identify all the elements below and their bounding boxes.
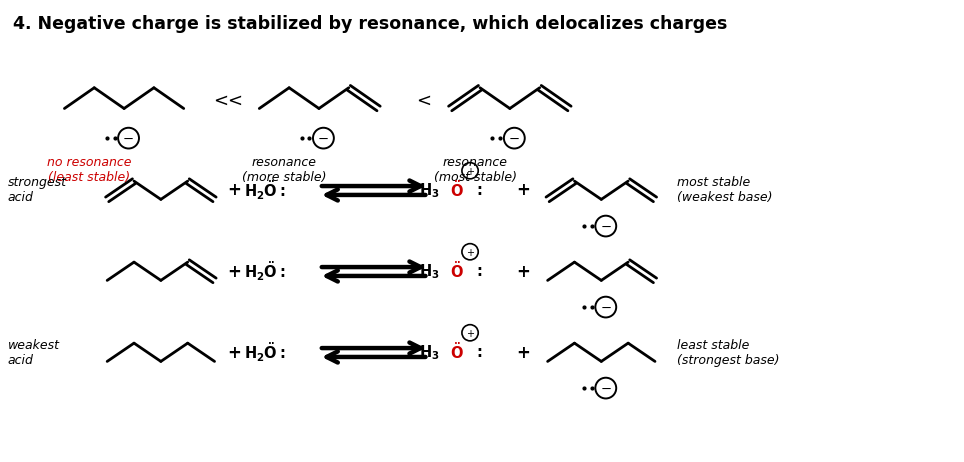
Text: −: −: [601, 302, 611, 315]
Text: $\bf{:}$: $\bf{:}$: [474, 264, 483, 279]
Text: 4. Negative charge is stabilized by resonance, which delocalizes charges: 4. Negative charge is stabilized by reso…: [13, 15, 727, 33]
Text: resonance
(most stable): resonance (most stable): [434, 156, 517, 184]
Text: <: <: [415, 91, 431, 109]
Text: −: −: [123, 133, 134, 146]
Text: $\bf{+}$: $\bf{+}$: [228, 344, 242, 362]
Text: $\bf{+}$: $\bf{+}$: [516, 262, 530, 280]
Text: $\bf{+}$: $\bf{+}$: [516, 182, 530, 200]
Text: weakest
acid: weakest acid: [8, 339, 60, 366]
Text: +: +: [466, 167, 474, 177]
Text: $\bf{H_2\ddot{O}:}$: $\bf{H_2\ddot{O}:}$: [244, 179, 285, 202]
Text: $\bf{\ddot{O}}$: $\bf{\ddot{O}}$: [450, 261, 464, 281]
Text: $\bf{H_3}$: $\bf{H_3}$: [418, 262, 440, 281]
Text: $\bf{:}$: $\bf{:}$: [474, 345, 483, 360]
Text: $\bf{+}$: $\bf{+}$: [228, 262, 242, 280]
Text: strongest
acid: strongest acid: [8, 176, 67, 205]
Text: $\bf{:}$: $\bf{:}$: [474, 183, 483, 198]
Text: +: +: [466, 248, 474, 258]
Text: resonance
(more stable): resonance (more stable): [242, 156, 327, 184]
Text: −: −: [601, 383, 611, 396]
Text: +: +: [466, 329, 474, 339]
Text: $\bf{H_2\ddot{O}:}$: $\bf{H_2\ddot{O}:}$: [244, 260, 285, 283]
Text: <<: <<: [213, 91, 244, 109]
Text: $\bf{H_3}$: $\bf{H_3}$: [418, 181, 440, 200]
Text: $\bf{\ddot{O}}$: $\bf{\ddot{O}}$: [450, 343, 464, 362]
Text: $\bf{+}$: $\bf{+}$: [228, 182, 242, 200]
Text: −: −: [509, 133, 520, 146]
Text: $\bf{H_2\ddot{O}:}$: $\bf{H_2\ddot{O}:}$: [244, 341, 285, 364]
Text: least stable
(strongest base): least stable (strongest base): [677, 339, 779, 366]
Text: −: −: [601, 221, 611, 234]
Text: $\bf{\ddot{O}}$: $\bf{\ddot{O}}$: [450, 181, 464, 201]
Text: $\bf{H_3}$: $\bf{H_3}$: [418, 343, 440, 362]
Text: −: −: [318, 133, 329, 146]
Text: no resonance
(least stable): no resonance (least stable): [47, 156, 131, 184]
Text: $\bf{+}$: $\bf{+}$: [516, 344, 530, 362]
Text: most stable
(weakest base): most stable (weakest base): [677, 176, 772, 205]
